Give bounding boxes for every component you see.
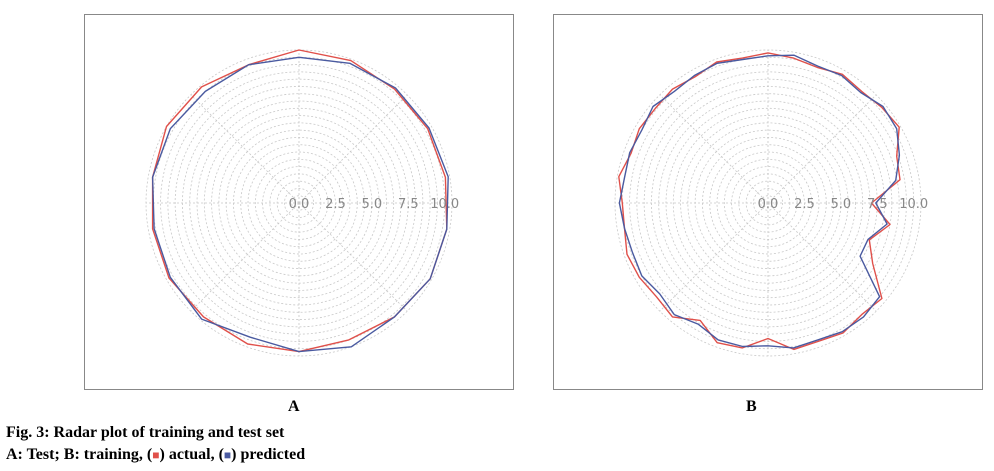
actual-marker-icon: ■ xyxy=(152,448,160,462)
grid-spoke xyxy=(767,202,877,312)
grid-spoke xyxy=(190,202,300,312)
grid-ring xyxy=(254,158,344,248)
radial-tick-label: 0.0 xyxy=(289,197,310,212)
grid-ring xyxy=(680,115,856,291)
radar-chart-b: 0.0 2.5 5.0 7.5 10.0 xyxy=(553,14,983,390)
radial-tick-label: 2.5 xyxy=(794,197,815,212)
radial-tick-label: 7.5 xyxy=(867,197,888,212)
grid-ring xyxy=(203,107,395,299)
grid-ring xyxy=(160,64,438,342)
grid-ring xyxy=(629,64,907,342)
grid-spoke xyxy=(190,94,300,204)
figure-caption-legend: A: Test; B: training, (■) actual, (■) pr… xyxy=(6,446,305,464)
radar-chart-a: 0.0 2.5 5.0 7.5 10.0 xyxy=(84,14,514,390)
grid-ring xyxy=(643,78,893,328)
radial-tick-label: 5.0 xyxy=(362,197,383,212)
radial-tick-label: 5.0 xyxy=(831,197,852,212)
grid-ring xyxy=(760,195,776,211)
grid-spoke xyxy=(298,94,408,204)
radar-plot-a: 0.0 2.5 5.0 7.5 10.0 xyxy=(145,49,459,357)
grid-spoke xyxy=(659,94,769,204)
predicted-marker-icon: ■ xyxy=(223,448,232,462)
grid-ring xyxy=(240,144,358,262)
panel-label-a: A xyxy=(288,398,300,415)
caption-text-3: ) predicted xyxy=(231,446,306,463)
grid-spoke xyxy=(298,202,408,312)
grid-ring xyxy=(291,195,307,211)
radial-tick-label: 10.0 xyxy=(430,197,459,212)
radial-tick-label: 10.0 xyxy=(899,197,928,212)
grid-ring xyxy=(211,115,387,291)
radial-tick-label: 7.5 xyxy=(398,197,419,212)
caption-text-1: A: Test; B: training, ( xyxy=(6,446,153,463)
grid-ring xyxy=(723,158,813,248)
grid-ring xyxy=(284,188,314,218)
panel-label-b: B xyxy=(746,398,757,415)
grid-spoke xyxy=(659,202,769,312)
radar-grid xyxy=(614,49,922,357)
figure-caption-title: Fig. 3: Radar plot of training and test … xyxy=(6,424,285,441)
grid-ring xyxy=(672,107,864,299)
grid-ring xyxy=(636,71,900,335)
radar-grid xyxy=(145,49,453,357)
caption-text-2: ) actual, ( xyxy=(159,446,224,463)
radar-plot-b: 0.0 2.5 5.0 7.5 10.0 xyxy=(614,49,928,357)
grid-spoke xyxy=(767,94,877,204)
grid-ring xyxy=(716,151,820,255)
series-predicted xyxy=(618,54,901,349)
grid-ring xyxy=(247,151,351,255)
grid-ring xyxy=(709,144,827,262)
grid-ring xyxy=(174,78,424,328)
radial-tick-label: 2.5 xyxy=(325,197,346,212)
series-predicted xyxy=(151,56,449,353)
grid-ring xyxy=(753,188,783,218)
grid-ring xyxy=(167,71,431,335)
series-actual xyxy=(618,52,901,351)
radial-tick-label: 0.0 xyxy=(758,197,779,212)
